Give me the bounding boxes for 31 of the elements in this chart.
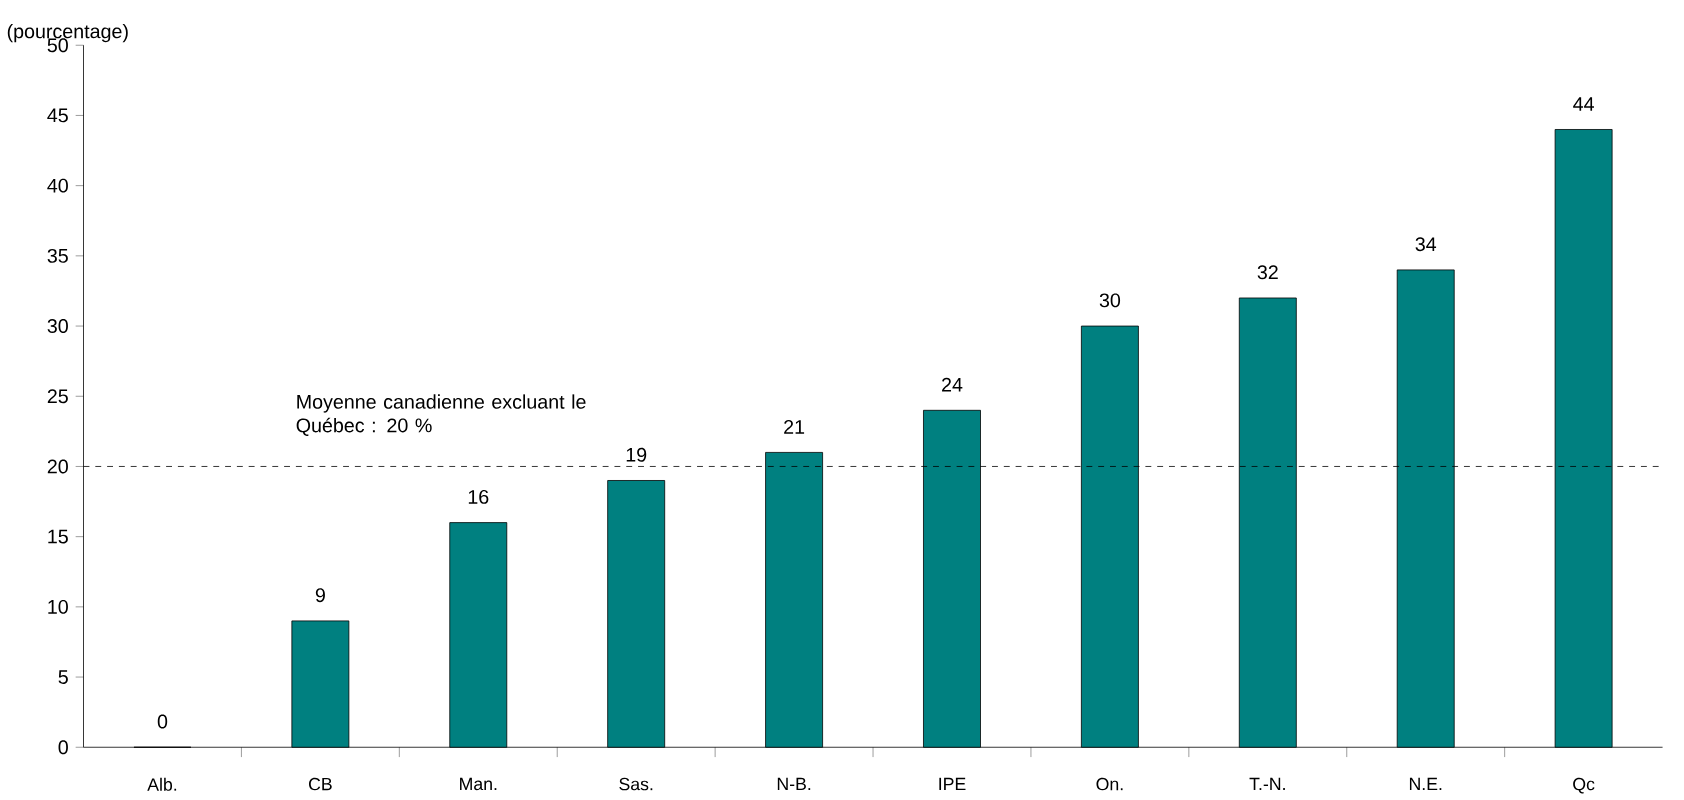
y-tick-label: 30 xyxy=(47,319,68,333)
data-label: 9 xyxy=(315,588,325,603)
x-tick-label: N-B. xyxy=(777,777,811,790)
x-tick-label: On. xyxy=(1096,777,1123,791)
data-label: 34 xyxy=(1415,237,1437,252)
y-tick-label: 35 xyxy=(47,248,68,263)
y-tick-label: 10 xyxy=(48,599,68,614)
data-label: 21 xyxy=(784,419,805,434)
y-tick-label: 40 xyxy=(47,178,68,193)
data-label: 24 xyxy=(942,377,963,392)
x-tick-label: Man. xyxy=(460,777,497,791)
data-label: 44 xyxy=(1573,97,1594,111)
x-tick-label: CB xyxy=(308,777,332,791)
x-tick-label: Sas. xyxy=(619,777,653,791)
y-tick-label: 15 xyxy=(48,529,68,544)
y-tick-label: 5 xyxy=(58,670,68,684)
y-tick-label: 45 xyxy=(47,108,68,123)
x-tick-label: Alb. xyxy=(147,777,177,791)
x-tick-label: N.E. xyxy=(1409,777,1442,790)
data-label: 32 xyxy=(1257,265,1278,280)
x-tick-label: Qc xyxy=(1573,777,1595,794)
x-tick-label: T.-N. xyxy=(1249,777,1285,790)
ref-line-label: Moyenne canadienne excluant le Québec : 20 % xyxy=(296,394,586,436)
y-tick-label: 0 xyxy=(58,740,68,755)
x-tick-label: IPE xyxy=(939,777,966,790)
data-label: 19 xyxy=(626,447,647,462)
data-label: 16 xyxy=(468,489,489,504)
y-tick-label: 20 xyxy=(47,459,68,474)
data-label: 30 xyxy=(1099,293,1121,308)
data-label: 0 xyxy=(157,714,168,729)
y-tick-label: 25 xyxy=(47,389,68,404)
